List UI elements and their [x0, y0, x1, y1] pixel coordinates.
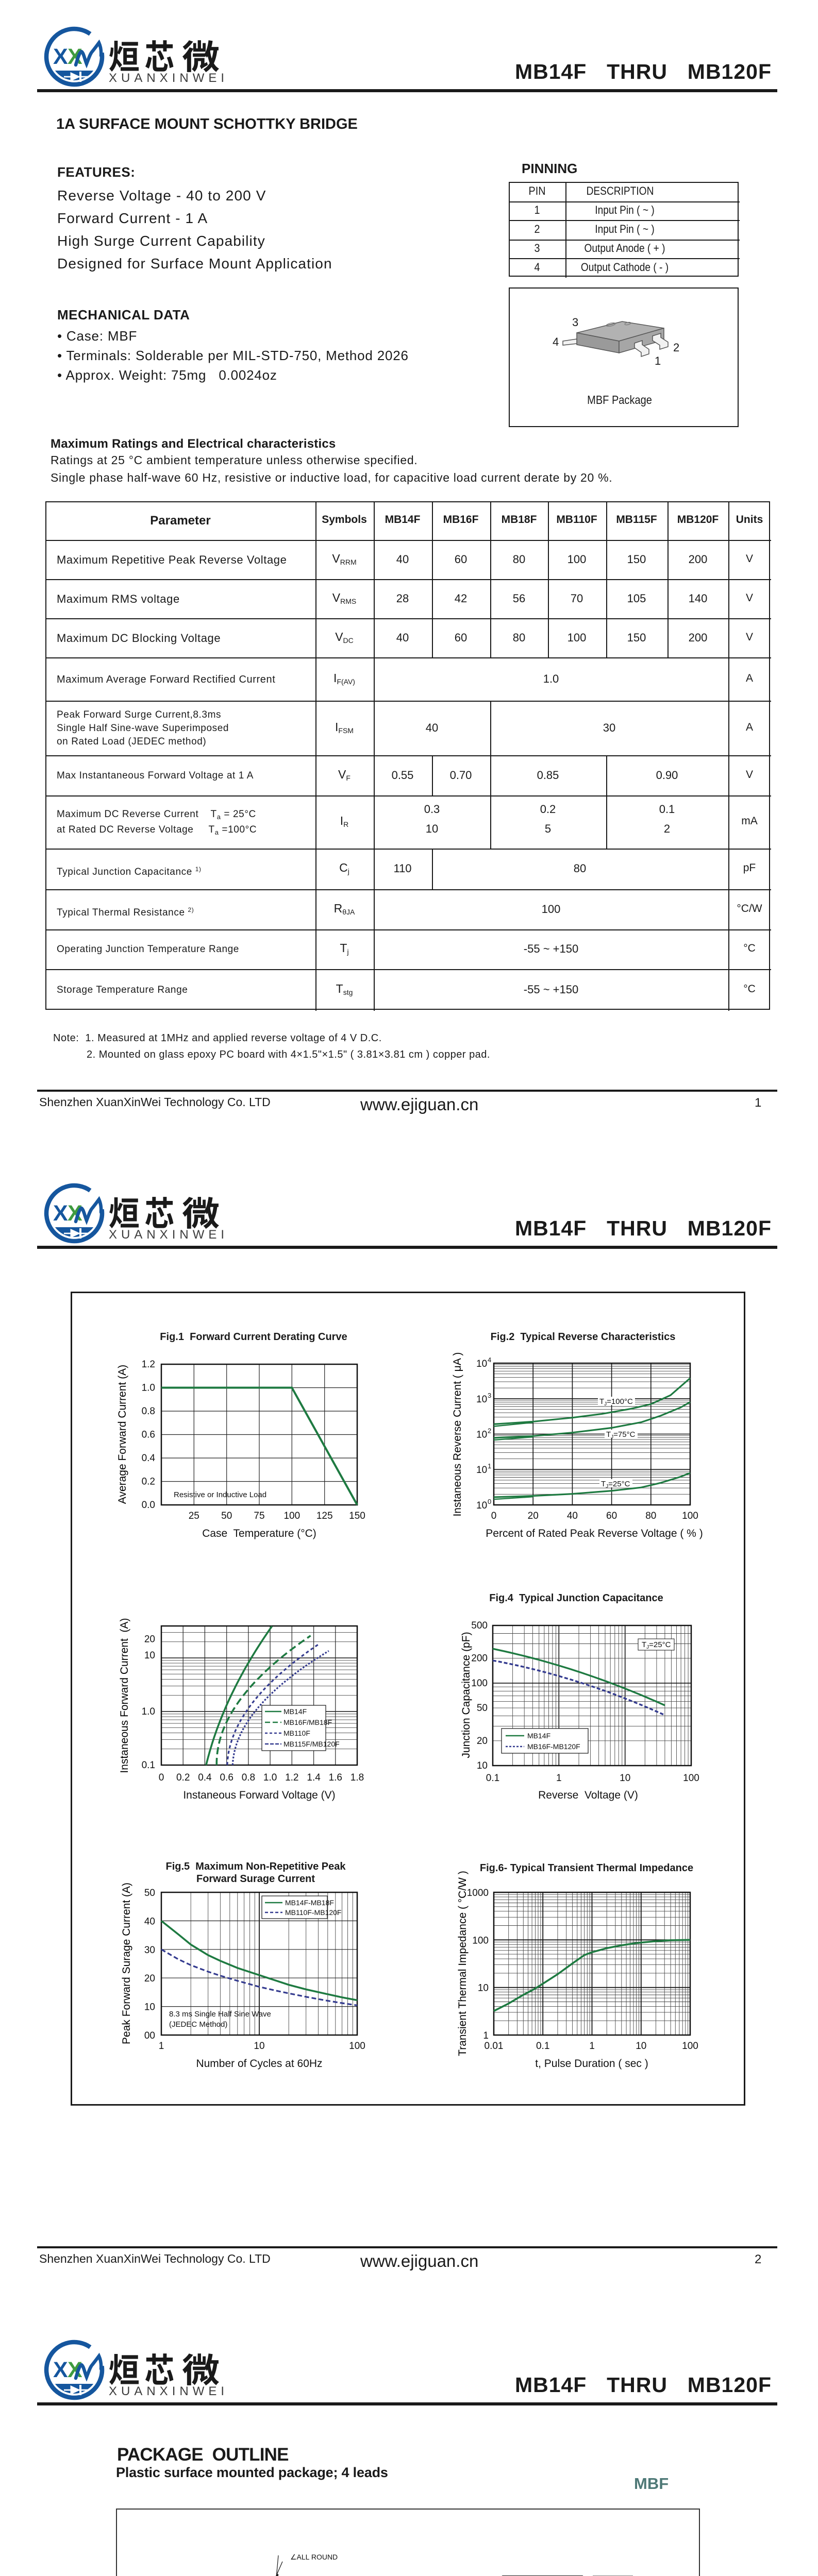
svg-text:0.1: 0.1 — [486, 1773, 499, 1784]
svg-text:50: 50 — [477, 1703, 488, 1714]
svg-text:100: 100 — [682, 1511, 698, 1521]
svg-text:1: 1 — [488, 1462, 491, 1470]
svg-text:0: 0 — [488, 1498, 491, 1505]
svg-text:∠ALL ROUND: ∠ALL ROUND — [290, 2553, 338, 2561]
svg-text:TJ=25°C: TJ=25°C — [601, 1480, 630, 1489]
svg-text:20: 20 — [477, 1736, 488, 1747]
svg-text:125: 125 — [316, 1511, 333, 1521]
svg-text:Reverse Voltage (V): Reverse Voltage (V) — [538, 1789, 638, 1801]
svg-text:10: 10 — [254, 2041, 264, 2052]
svg-text:0.0: 0.0 — [142, 1500, 155, 1511]
svg-text:Instaneous Forward Voltage (V): Instaneous Forward Voltage (V) — [183, 1789, 335, 1801]
svg-text:MB115F/MB120F: MB115F/MB120F — [283, 1740, 340, 1748]
svg-text:0.2: 0.2 — [142, 1477, 155, 1487]
svg-text:100: 100 — [349, 2041, 365, 2052]
svg-text:40: 40 — [567, 1511, 578, 1521]
svg-text:1.4: 1.4 — [307, 1772, 321, 1783]
svg-text:20: 20 — [144, 1634, 155, 1645]
svg-text:Number of Cycles at 60Hz: Number of Cycles at 60Hz — [196, 2058, 322, 2070]
svg-text:1.0: 1.0 — [142, 1706, 155, 1717]
svg-text:40: 40 — [144, 1916, 155, 1927]
svg-text:MB110F: MB110F — [283, 1729, 310, 1737]
svg-text:10: 10 — [476, 1430, 487, 1440]
svg-text:1.0: 1.0 — [263, 1772, 277, 1783]
svg-text:10: 10 — [144, 2002, 155, 2013]
svg-text:60: 60 — [606, 1511, 617, 1521]
svg-text:0.4: 0.4 — [198, 1772, 212, 1783]
svg-text:80: 80 — [645, 1511, 656, 1521]
svg-text:1: 1 — [556, 1773, 562, 1784]
svg-text:100: 100 — [283, 1511, 300, 1521]
svg-text:Resistive or Inductive Load: Resistive or Inductive Load — [174, 1490, 266, 1499]
svg-text:0.6: 0.6 — [142, 1430, 155, 1440]
svg-text:75: 75 — [254, 1511, 264, 1521]
svg-text:0.1: 0.1 — [536, 2041, 549, 2052]
svg-text:1000: 1000 — [467, 1888, 489, 1899]
svg-text:1: 1 — [589, 2041, 595, 2052]
svg-text:t, Pulse Duration ( sec ): t, Pulse Duration ( sec ) — [535, 2058, 648, 2070]
svg-text:MB14F: MB14F — [283, 1707, 307, 1716]
svg-text:1.0: 1.0 — [142, 1383, 155, 1394]
svg-text:10: 10 — [144, 1650, 155, 1661]
svg-text:MB14F-MB18F: MB14F-MB18F — [285, 1899, 334, 1907]
svg-text:Percent of Rated Peak Reverse: Percent of Rated Peak Reverse Voltage ( … — [486, 1528, 703, 1539]
svg-text:10: 10 — [476, 1359, 487, 1369]
svg-text:1.2: 1.2 — [142, 1359, 155, 1370]
svg-text:1: 1 — [483, 2030, 489, 2041]
svg-text:MB110F-MB120F: MB110F-MB120F — [285, 1908, 341, 1917]
svg-text:TJ=75°C: TJ=75°C — [606, 1430, 636, 1440]
svg-text:10: 10 — [476, 1465, 487, 1476]
svg-text:30: 30 — [144, 1945, 155, 1956]
svg-text:0.1: 0.1 — [142, 1760, 155, 1771]
svg-text:0: 0 — [491, 1511, 497, 1521]
svg-text:0.6: 0.6 — [220, 1772, 233, 1783]
svg-text:10: 10 — [476, 1500, 487, 1511]
svg-text:X: X — [53, 44, 68, 69]
svg-text:1: 1 — [159, 2041, 164, 2052]
svg-text:MB16F-MB120F: MB16F-MB120F — [527, 1742, 580, 1751]
svg-text:1.8: 1.8 — [350, 1772, 364, 1783]
svg-text:8.3 ms Single Half Sine Wave: 8.3 ms Single Half Sine Wave — [169, 2010, 271, 2019]
svg-text:25: 25 — [189, 1511, 199, 1521]
svg-text:0.2: 0.2 — [176, 1772, 190, 1783]
svg-text:10: 10 — [478, 1983, 489, 1994]
svg-text:100: 100 — [683, 1773, 699, 1784]
svg-text:100: 100 — [472, 1935, 489, 1946]
svg-text:X: X — [53, 2358, 68, 2382]
svg-text:0.8: 0.8 — [142, 1406, 155, 1417]
svg-text:0.8: 0.8 — [242, 1772, 255, 1783]
svg-text:100: 100 — [471, 1678, 488, 1689]
svg-text:0: 0 — [159, 1772, 164, 1783]
svg-text:10: 10 — [476, 1394, 487, 1405]
svg-text:10: 10 — [620, 1773, 630, 1784]
svg-text:Case Temperature (°C): Case Temperature (°C) — [202, 1528, 316, 1539]
svg-text:00: 00 — [144, 2030, 155, 2041]
svg-text:0.01: 0.01 — [485, 2041, 504, 2052]
svg-text:3: 3 — [488, 1392, 491, 1399]
svg-text:100: 100 — [682, 2041, 698, 2052]
svg-text:50: 50 — [221, 1511, 232, 1521]
svg-text:4: 4 — [488, 1356, 491, 1364]
svg-text:20: 20 — [528, 1511, 539, 1521]
svg-text:150: 150 — [349, 1511, 365, 1521]
svg-text:10: 10 — [477, 1760, 488, 1771]
svg-text:1.2: 1.2 — [285, 1772, 298, 1783]
svg-text:1.6: 1.6 — [329, 1772, 342, 1783]
svg-text:MB16F/MB18F: MB16F/MB18F — [283, 1718, 332, 1726]
svg-text:20: 20 — [144, 1973, 155, 1984]
svg-text:TJ=100°C: TJ=100°C — [599, 1397, 633, 1407]
svg-text:50: 50 — [144, 1888, 155, 1899]
svg-text:X: X — [53, 1201, 68, 1226]
svg-text:2: 2 — [488, 1427, 491, 1435]
svg-text:500: 500 — [471, 1620, 488, 1631]
svg-text:200: 200 — [471, 1653, 488, 1664]
svg-text:TJ=25°C: TJ=25°C — [642, 1640, 671, 1650]
svg-text:(JEDEC Method): (JEDEC Method) — [169, 2020, 227, 2029]
svg-text:0.4: 0.4 — [142, 1453, 156, 1464]
svg-text:MB14F: MB14F — [527, 1732, 550, 1740]
svg-text:10: 10 — [636, 2041, 646, 2052]
